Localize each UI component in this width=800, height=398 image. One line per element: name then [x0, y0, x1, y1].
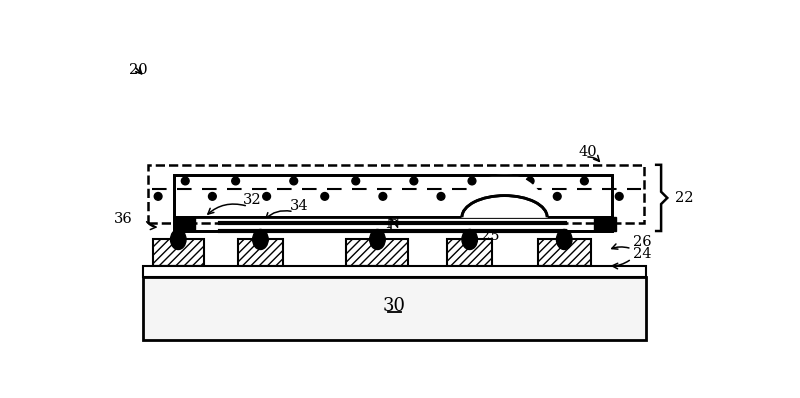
Text: 40: 40 [579, 144, 598, 158]
Bar [538, 266, 590, 277]
Bar [174, 175, 611, 217]
Wedge shape [462, 175, 547, 217]
Text: 22: 22 [675, 191, 694, 205]
Bar [174, 217, 195, 231]
Ellipse shape [437, 193, 445, 200]
Text: 28: 28 [503, 193, 522, 207]
Ellipse shape [495, 193, 503, 200]
Ellipse shape [154, 193, 162, 200]
Ellipse shape [410, 177, 418, 185]
Bar [153, 240, 204, 266]
Ellipse shape [253, 230, 268, 250]
Text: 20: 20 [130, 63, 148, 77]
Bar [142, 266, 646, 277]
Text: 36: 36 [114, 213, 133, 226]
Text: P: P [387, 219, 398, 233]
Ellipse shape [557, 230, 572, 250]
Text: 25: 25 [482, 229, 500, 243]
Ellipse shape [321, 193, 329, 200]
Ellipse shape [262, 193, 270, 200]
Bar [447, 240, 492, 266]
Ellipse shape [232, 177, 239, 185]
Bar [346, 266, 409, 277]
Bar [220, 223, 565, 231]
Bar [538, 240, 590, 266]
Ellipse shape [468, 177, 476, 185]
Bar [594, 217, 616, 231]
Ellipse shape [209, 193, 216, 200]
Ellipse shape [615, 193, 623, 200]
Ellipse shape [554, 193, 561, 200]
Bar [148, 165, 644, 223]
Text: 24: 24 [634, 247, 652, 261]
Text: 26: 26 [634, 236, 652, 250]
Bar [174, 175, 611, 231]
Bar [238, 240, 283, 266]
Ellipse shape [370, 230, 386, 250]
Ellipse shape [290, 177, 298, 185]
Ellipse shape [379, 193, 386, 200]
Bar [174, 217, 611, 231]
Text: 30: 30 [383, 297, 406, 315]
Ellipse shape [352, 177, 360, 185]
Text: 34: 34 [290, 199, 309, 213]
Text: N: N [386, 215, 400, 232]
Bar [142, 277, 646, 340]
Text: 32: 32 [243, 193, 262, 207]
Bar [153, 266, 204, 277]
Ellipse shape [170, 230, 186, 250]
Ellipse shape [462, 230, 478, 250]
Ellipse shape [182, 177, 189, 185]
Ellipse shape [526, 177, 534, 185]
Bar [346, 240, 409, 266]
Ellipse shape [581, 177, 588, 185]
